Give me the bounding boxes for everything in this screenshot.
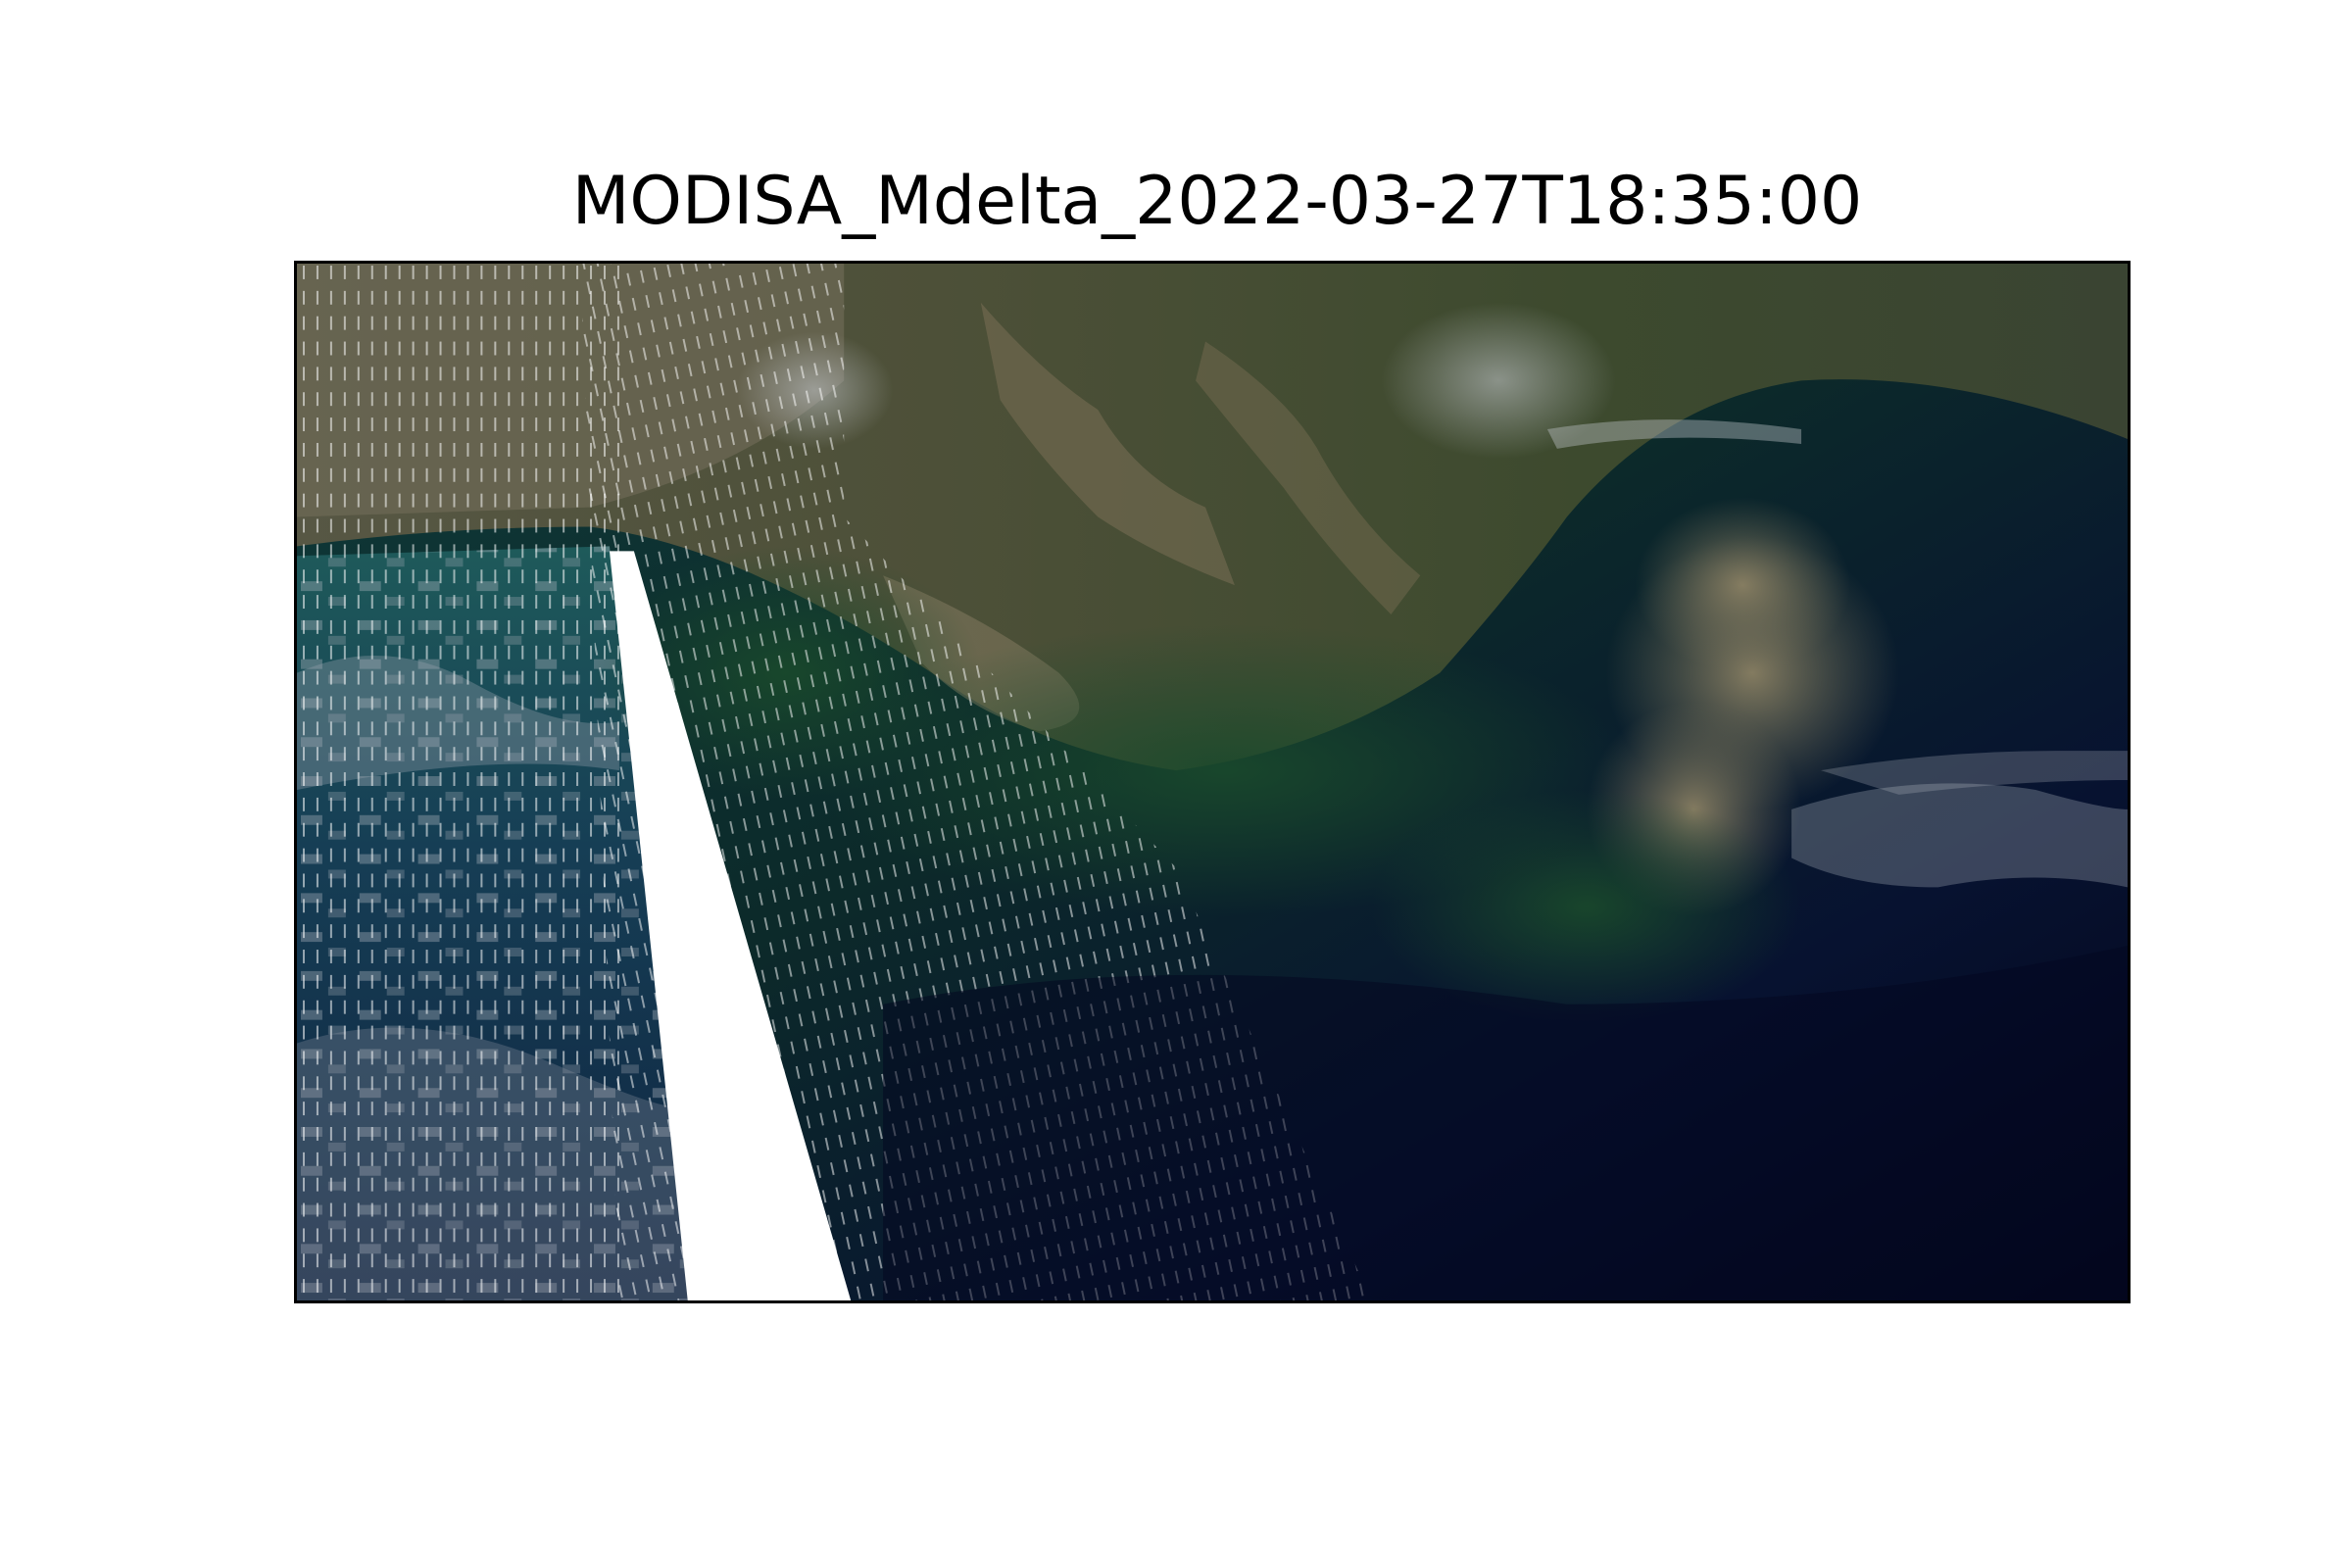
satellite-image	[297, 264, 2128, 1300]
figure-title: MODISA_Mdelta_2022-03-27T18:35:00	[571, 163, 1863, 240]
swath-gap	[609, 551, 852, 1300]
satellite-image-frame	[294, 261, 2131, 1303]
